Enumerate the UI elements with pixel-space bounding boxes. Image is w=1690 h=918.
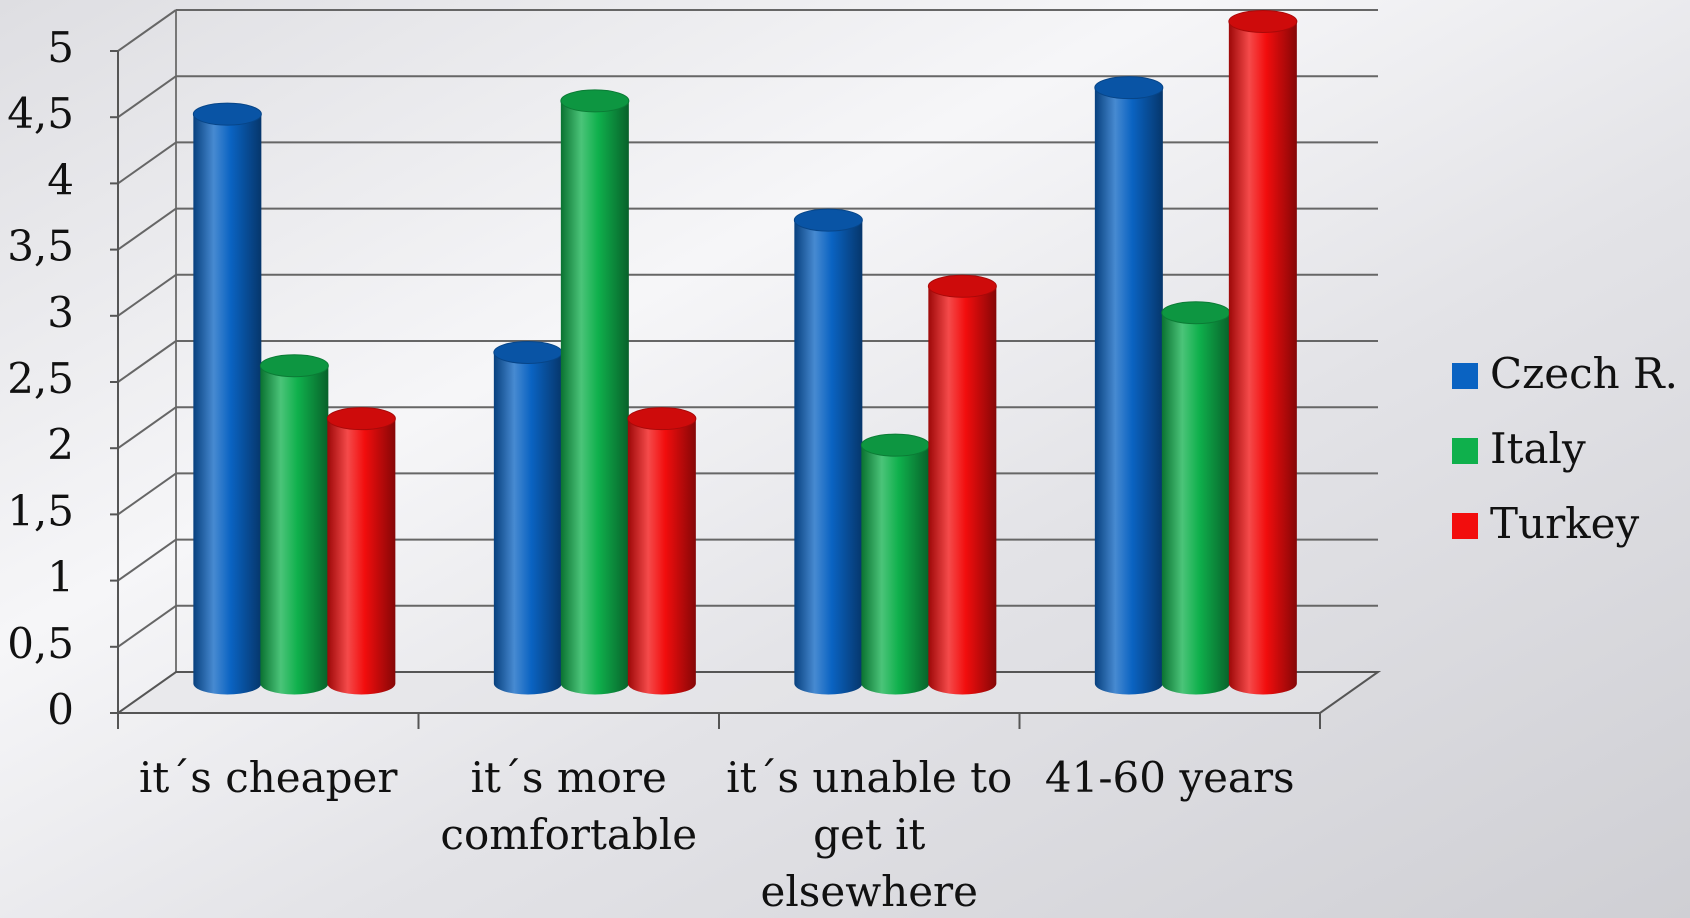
bar-body <box>1161 312 1230 695</box>
bar-top <box>1094 76 1164 100</box>
y-tick-label: 2 <box>47 420 74 469</box>
legend-item: Italy <box>1452 424 1586 473</box>
bar-body <box>327 418 396 695</box>
gridline-diagonal <box>117 273 177 317</box>
bar-top <box>1228 9 1298 33</box>
x-tick-label: it´s cheaper <box>139 753 398 802</box>
bar-top <box>560 89 630 113</box>
y-tick-label: 1,5 <box>7 486 74 535</box>
bar-top <box>927 274 997 298</box>
bar <box>793 208 863 695</box>
gridline-diagonal <box>117 472 177 516</box>
x-tick-label: it´s more comfortable <box>440 753 697 859</box>
y-tick-label: 4,5 <box>7 89 74 138</box>
bar <box>192 102 262 695</box>
bar-top <box>259 354 329 378</box>
gridline-diagonal <box>117 9 177 52</box>
bar-body <box>627 418 696 695</box>
legend-item: Turkey <box>1452 499 1639 548</box>
bars <box>192 9 1298 695</box>
y-tick-label: 0 <box>47 685 74 734</box>
bar-body <box>493 352 562 695</box>
x-tick-label: it´s unable to get it elsewhere <box>726 753 1012 916</box>
bar-body <box>861 445 930 695</box>
legend-swatch <box>1452 438 1478 464</box>
legend-label: Czech R. <box>1490 349 1678 398</box>
bar-top <box>860 433 930 457</box>
y-tick-label: 0,5 <box>7 619 74 668</box>
bar-top <box>793 208 863 232</box>
x-tick-label: 41-60 years <box>1045 753 1295 802</box>
y-tick-label: 3 <box>47 288 74 337</box>
y-tick-label: 3,5 <box>7 222 74 271</box>
gridline-diagonal <box>117 207 177 251</box>
gridline-diagonal <box>117 538 177 582</box>
bar <box>326 407 396 695</box>
bar-body <box>794 220 863 695</box>
gridline-diagonal <box>117 75 177 119</box>
bar <box>560 89 630 695</box>
chart-floor <box>114 671 1382 714</box>
y-tick-label: 1 <box>47 553 74 602</box>
bar-body <box>928 286 997 695</box>
y-axis: 0 0,5 1 1,5 2 2,5 3 3,5 4 4,5 5 <box>7 23 119 734</box>
gridline-diagonal <box>117 141 177 185</box>
y-tick-label: 2,5 <box>7 354 74 403</box>
bar-body <box>560 100 629 695</box>
x-axis: it´s cheaper it´s more comfortable it´s una… <box>117 713 1321 916</box>
bar <box>860 433 930 695</box>
gridline-diagonal <box>117 604 177 648</box>
legend: Czech R. Italy Turkey <box>1452 349 1678 548</box>
bar <box>1228 9 1298 695</box>
y-tick-label: 4 <box>47 155 74 204</box>
bar-top <box>493 340 563 364</box>
bar-body <box>193 114 262 695</box>
legend-label: Italy <box>1490 424 1586 473</box>
floor-plane <box>114 671 1382 714</box>
bar <box>1161 301 1231 695</box>
bar-top <box>1161 301 1231 325</box>
legend-item: Czech R. <box>1452 349 1678 398</box>
bar <box>1094 76 1164 695</box>
bar <box>259 354 329 695</box>
bar <box>927 274 997 695</box>
bar <box>493 340 563 695</box>
legend-label: Turkey <box>1490 499 1639 548</box>
bar-top <box>192 102 262 126</box>
y-tick-label: 5 <box>47 23 74 72</box>
bar-body <box>260 365 329 695</box>
bar-body <box>1094 87 1163 695</box>
bar <box>627 407 697 695</box>
legend-swatch <box>1452 513 1478 539</box>
gridline-diagonal <box>117 406 177 450</box>
bar-top <box>627 407 697 431</box>
gridline-diagonal <box>117 340 177 383</box>
bar-body <box>1228 21 1297 695</box>
bar-top <box>326 407 396 431</box>
legend-swatch <box>1452 363 1478 389</box>
